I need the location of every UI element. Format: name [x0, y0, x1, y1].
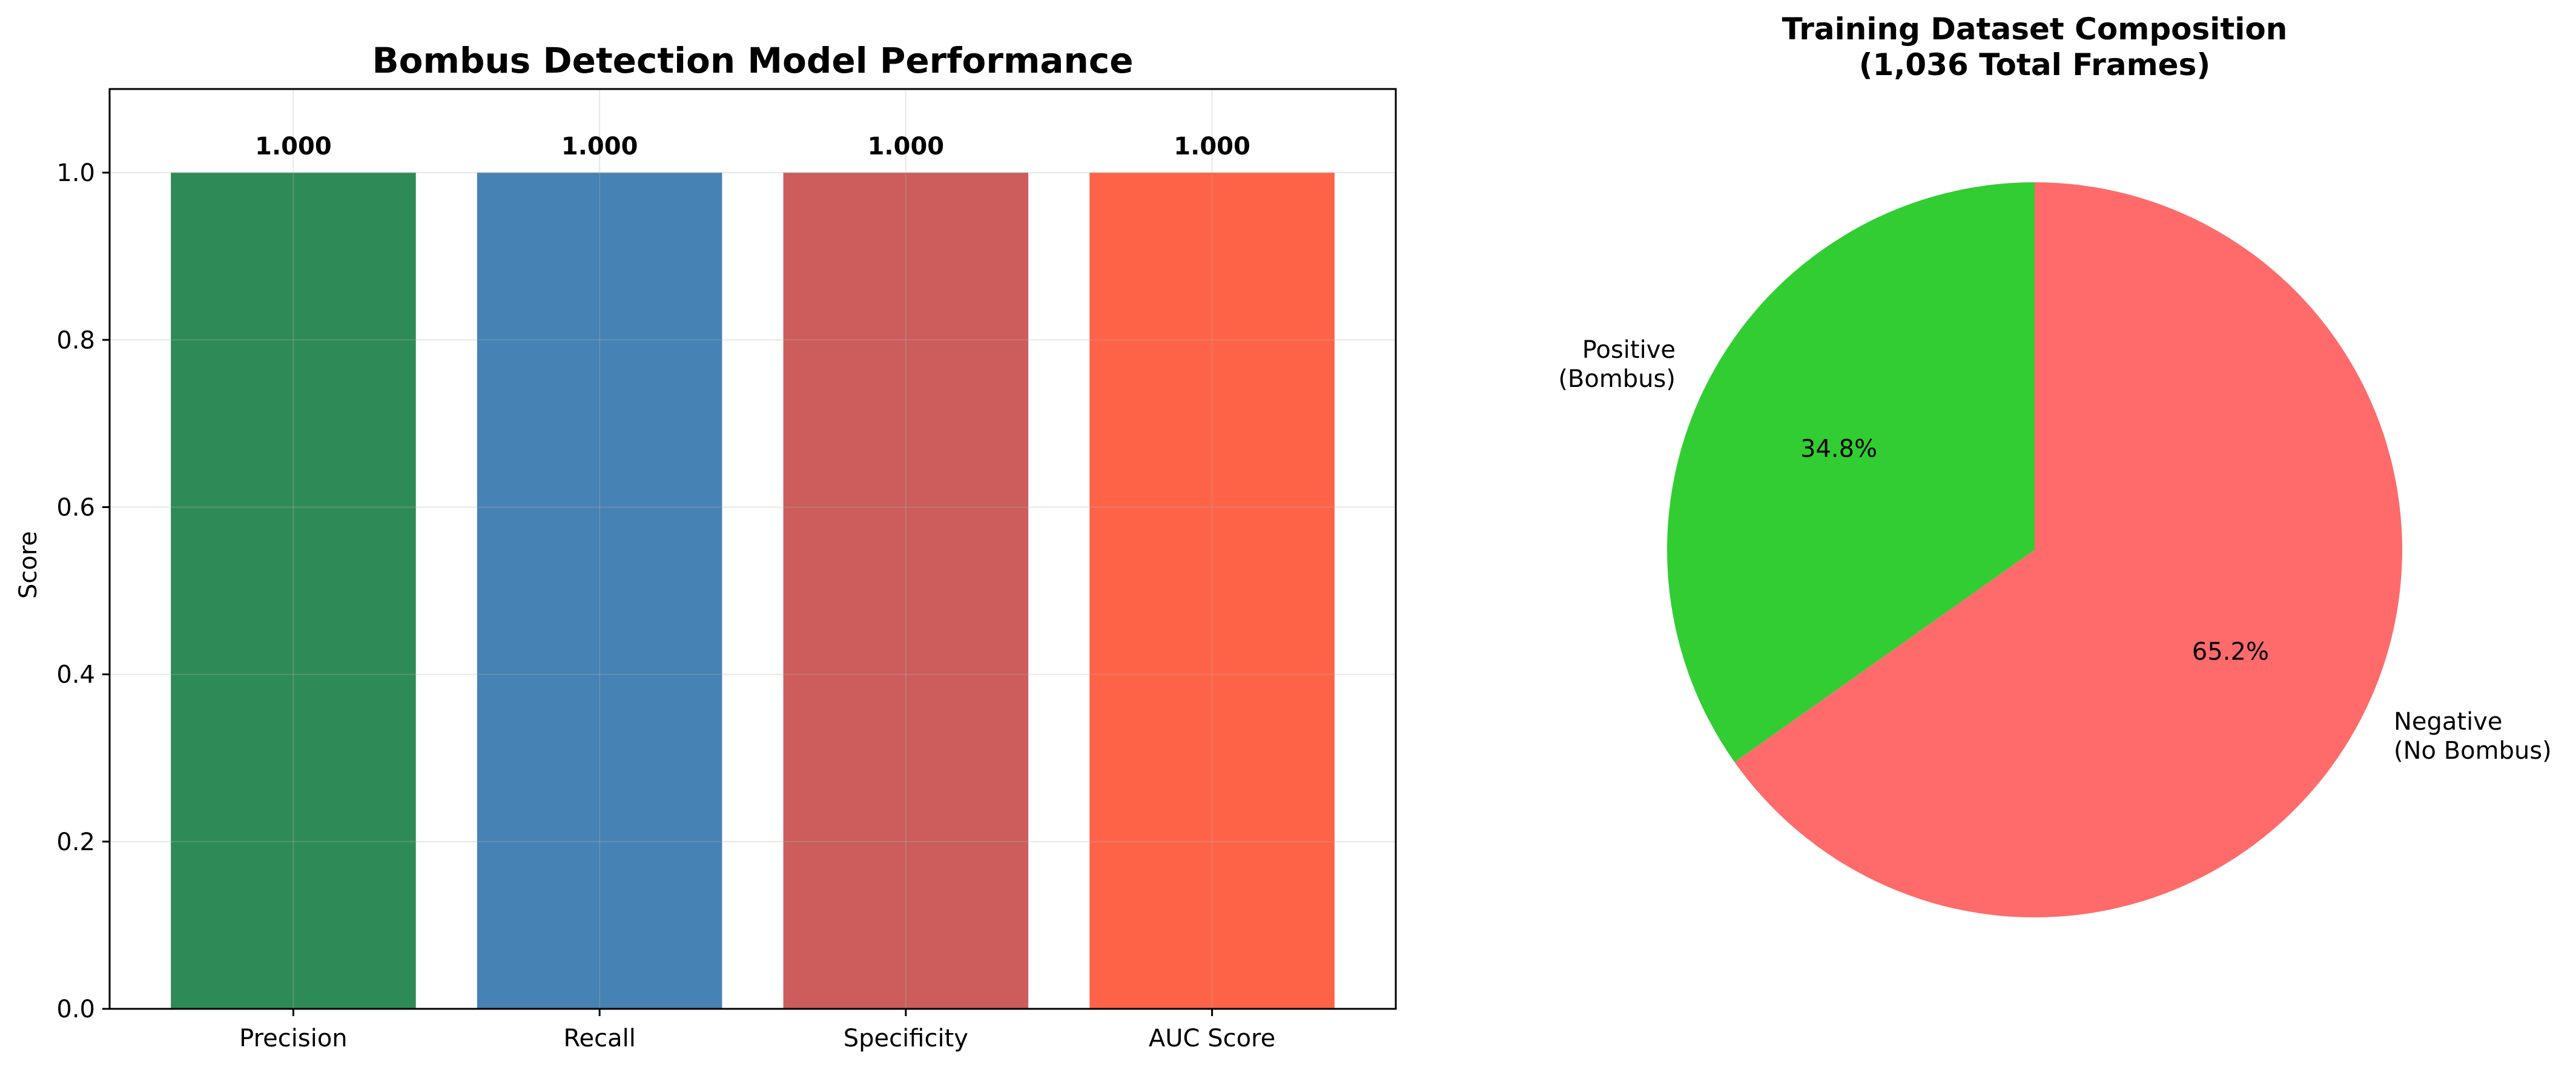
- bar-value-label: 1.000: [1174, 133, 1250, 160]
- bar-chart: Bombus Detection Model Performance 1.000…: [15, 40, 1397, 1052]
- pie-category-label: Negative (No Bombus): [2394, 708, 2552, 765]
- bar-chart-value-labels: 1.000 1.000 1.000 1.000: [255, 133, 1250, 160]
- y-tick-label: 0.4: [56, 661, 95, 689]
- bar-auc-score: [1089, 173, 1335, 1009]
- bar-value-label: 1.000: [868, 133, 945, 160]
- pie-pct-label: 65.2%: [2192, 638, 2269, 665]
- bar-precision: [171, 173, 416, 1009]
- pie-pct-label: 34.8%: [1800, 435, 1877, 463]
- bar-chart-x-axis: Precision Recall Specificity AUC Score: [239, 1009, 1275, 1052]
- x-tick-label: Precision: [239, 1025, 347, 1052]
- pie-chart-subtitle: (1,036 Total Frames): [1859, 47, 2210, 82]
- x-tick-label: Specificity: [844, 1025, 968, 1052]
- y-tick-label: 0.0: [56, 996, 95, 1023]
- bar-chart-title: Bombus Detection Model Performance: [372, 40, 1133, 81]
- y-tick-label: 1.0: [56, 159, 95, 187]
- bar-specificity: [783, 173, 1029, 1009]
- pie-slice-negative: [1734, 182, 2402, 918]
- x-tick-label: Recall: [563, 1025, 635, 1052]
- pie-chart-slices: [1667, 182, 2402, 918]
- bar-chart-y-axis-label: Score: [15, 531, 42, 599]
- y-tick-label: 0.2: [56, 828, 95, 856]
- pie-category-label: Positive (Bombus): [1558, 336, 1676, 393]
- bar-chart-plot-frame: [108, 88, 1397, 1010]
- pie-chart-labels: 34.8% Positive (Bombus) 65.2% Negative (No Bo…: [1558, 336, 2551, 765]
- y-tick-label: 0.8: [56, 326, 95, 354]
- y-tick-label: 0.6: [56, 494, 95, 521]
- bar-chart-y-axis: 0.0 0.2 0.4 0.6 0.8 1.0: [56, 159, 110, 1023]
- x-tick-label: AUC Score: [1149, 1025, 1275, 1052]
- pie-chart: Training Dataset Composition (1,036 Tota…: [1558, 12, 2552, 918]
- bar-chart-bars: [171, 173, 1335, 1009]
- bar-recall: [477, 173, 722, 1009]
- pie-slice-positive: [1667, 182, 2035, 762]
- pie-chart-title: Training Dataset Composition: [1782, 12, 2288, 47]
- bar-value-label: 1.000: [561, 133, 638, 160]
- bar-value-label: 1.000: [255, 133, 332, 160]
